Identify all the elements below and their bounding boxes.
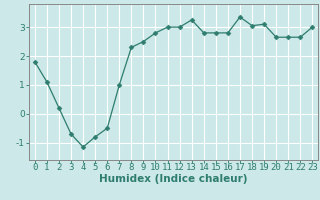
X-axis label: Humidex (Indice chaleur): Humidex (Indice chaleur): [99, 174, 248, 184]
